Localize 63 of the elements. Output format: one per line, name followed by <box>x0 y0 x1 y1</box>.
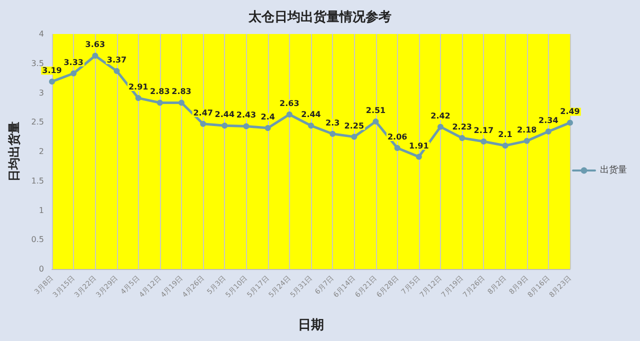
point <box>502 142 508 149</box>
data-label: 2.17 <box>474 126 494 136</box>
data-label: 3.19 <box>42 66 62 76</box>
y-tick-label: 4 <box>38 30 44 38</box>
data-label: 2.25 <box>344 121 364 130</box>
data-label: 2.34 <box>538 116 559 126</box>
data-label: 2.47 <box>193 108 213 118</box>
chart-title: 太仓日均出货量情况参考 <box>248 9 392 25</box>
data-label: 2.44 <box>301 110 322 120</box>
point <box>372 118 379 125</box>
point <box>351 134 358 140</box>
data-label: 2.1 <box>498 130 513 140</box>
y-axis-title: 日均出货量 <box>7 122 21 182</box>
data-label: 2.23 <box>452 122 472 132</box>
point <box>394 144 400 151</box>
point <box>438 124 444 130</box>
y-tick-label: 0 <box>38 264 44 274</box>
data-label: 2.91 <box>128 82 149 92</box>
data-label: 2.3 <box>325 118 340 128</box>
y-tick-label: 1 <box>38 206 44 215</box>
data-label: 2.4 <box>260 112 276 122</box>
data-label: 1.91 <box>409 141 430 150</box>
data-label: 2.63 <box>280 98 300 108</box>
point <box>92 52 98 59</box>
point <box>178 100 184 106</box>
y-tick-label: 2 <box>38 147 44 156</box>
data-label: 3.33 <box>64 58 84 67</box>
point <box>308 122 314 129</box>
data-label: 3.37 <box>106 56 127 65</box>
data-label: 2.83 <box>172 87 192 96</box>
point <box>416 154 422 160</box>
point <box>567 120 573 126</box>
y-tick-label: 3 <box>38 88 44 98</box>
point <box>135 95 142 102</box>
point <box>70 70 77 76</box>
data-label: 2.06 <box>387 132 408 142</box>
point <box>459 134 466 141</box>
legend-label: 出货量 <box>600 164 627 176</box>
x-axis-title: 日期 <box>298 318 324 333</box>
data-label: 2.42 <box>430 111 450 120</box>
point <box>545 128 552 135</box>
data-label: 2.18 <box>516 125 538 134</box>
data-label: 3.63 <box>85 40 106 50</box>
point <box>222 122 228 129</box>
point <box>330 130 336 137</box>
y-tick-label: 3.5 <box>31 58 44 68</box>
y-tick-label: 1.5 <box>31 176 44 186</box>
point <box>286 111 292 118</box>
point <box>243 123 250 130</box>
data-label: 2.44 <box>214 110 235 120</box>
data-label: 2.43 <box>236 110 256 120</box>
y-tick-label: 0.5 <box>31 235 44 244</box>
point <box>480 138 487 145</box>
point <box>156 100 163 106</box>
point <box>114 68 120 74</box>
data-label: 2.83 <box>150 87 170 96</box>
point <box>524 138 530 144</box>
point <box>49 78 55 85</box>
data-label: 2.49 <box>560 107 580 116</box>
point <box>200 120 206 127</box>
y-tick-label: 2.5 <box>31 118 44 127</box>
point <box>264 125 271 131</box>
data-label: 2.51 <box>366 106 386 116</box>
